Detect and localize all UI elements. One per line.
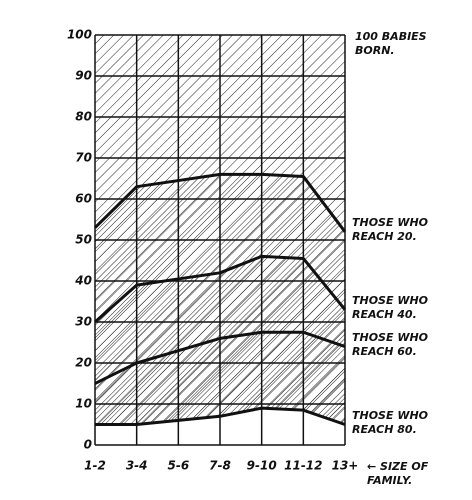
x-tick-label: 5-6 <box>167 459 189 473</box>
series-line <box>93 172 347 233</box>
y-tick-label: 60 <box>75 192 92 206</box>
y-tick-label: 90 <box>75 69 92 83</box>
y-tick-label: 80 <box>75 110 92 124</box>
series-line <box>95 406 346 426</box>
x-tick-label: 13+ <box>332 459 359 473</box>
y-tick-label: 70 <box>75 151 92 165</box>
x-axis-label: ← SIZE OF FAMILY. <box>367 460 429 487</box>
series-label: THOSE WHO REACH 80. <box>352 408 429 436</box>
series-line <box>94 254 347 324</box>
x-tick-label: 7-8 <box>209 459 231 473</box>
y-tick-label: 0 <box>84 438 92 452</box>
y-tick-label: 50 <box>75 233 92 247</box>
y-tick-label: 10 <box>75 397 92 411</box>
series-line <box>94 330 346 385</box>
annotation: 100 BABIES BORN. <box>355 30 427 57</box>
y-tick-label: 40 <box>74 274 92 288</box>
series-label: THOSE WHO REACH 60. <box>352 330 429 358</box>
y-tick-label: 20 <box>75 356 92 370</box>
x-tick-label: 1-2 <box>84 459 106 473</box>
series-label: THOSE WHO REACH 40. <box>352 293 429 321</box>
x-tick-label: 3-4 <box>126 459 148 473</box>
series-label: THOSE WHO REACH 20. <box>352 215 429 243</box>
y-tick-label: 100 <box>67 28 92 42</box>
x-tick-label: 11-12 <box>284 459 322 473</box>
x-tick-label: 9-10 <box>247 459 277 473</box>
y-tick-label: 30 <box>75 315 92 329</box>
